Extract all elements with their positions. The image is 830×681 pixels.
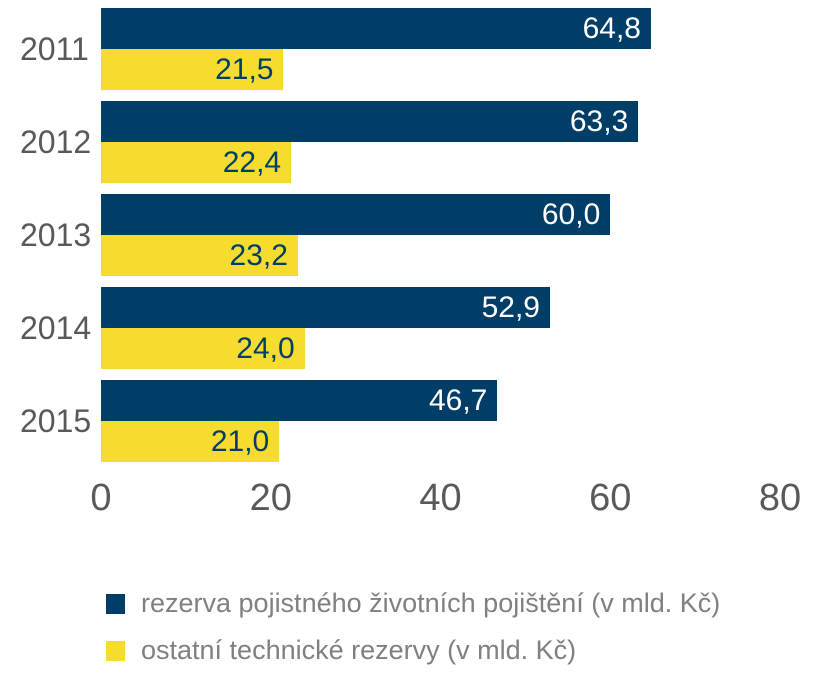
bar-value-label: 52,9 (481, 290, 540, 324)
legend-item-other-reserves: ostatní technické rezervy (v mld. Kč) (106, 635, 826, 666)
bar-group: 64,8 21,5 (101, 8, 780, 90)
legend-label-life-reserve: rezerva pojistného životních pojištění (… (141, 588, 721, 618)
bar-other-reserves: 23,2 (101, 235, 298, 276)
legend-item-life-reserve: rezerva pojistného životních pojištění (… (106, 588, 826, 619)
bar-life-reserve: 52,9 (101, 287, 550, 328)
bar-value-label: 64,8 (582, 11, 641, 45)
legend: rezerva pojistného životních pojištění (… (106, 588, 830, 666)
x-axis-tick-label: 20 (249, 477, 292, 519)
legend-swatch-life-reserve (106, 593, 125, 614)
bar-other-reserves: 21,0 (101, 421, 280, 462)
chart-row: 2012 63,3 22,4 (0, 101, 830, 183)
category-label: 2013 (20, 216, 92, 253)
category-label: 2015 (20, 402, 92, 439)
bar-life-reserve: 46,7 (101, 380, 498, 421)
bar-other-reserves: 21,5 (101, 49, 284, 90)
x-axis-tick-label: 0 (90, 477, 112, 519)
legend-swatch-other-reserves (106, 640, 125, 661)
bar-value-label: 22,4 (222, 145, 282, 179)
bar-value-label: 23,2 (229, 238, 288, 272)
category-label: 2014 (20, 309, 92, 346)
category-label: 2011 (20, 30, 89, 67)
bar-value-label: 24,0 (236, 331, 295, 365)
bar-life-reserve: 63,3 (101, 101, 639, 142)
chart-row: 2013 60,0 23,2 (0, 194, 830, 276)
x-axis-tick-label: 40 (419, 477, 462, 519)
x-axis: 0 20 40 60 80 (90, 477, 801, 526)
bar-group: 60,0 23,2 (101, 194, 780, 276)
x-axis-tick-label: 80 (758, 477, 802, 519)
bar-value-label: 46,7 (428, 383, 488, 417)
chart-row: 2011 64,8 21,5 (0, 8, 830, 90)
chart-rows: 2011 64,8 21,5 2012 63,3 22,4 2013 60,0 23,2 2014… (0, 8, 830, 462)
bar-other-reserves: 22,4 (101, 142, 292, 183)
chart-row: 2015 46,7 21,0 (0, 380, 830, 462)
category-label: 2012 (20, 123, 92, 160)
bar-value-label: 21,5 (215, 52, 274, 86)
chart-row: 2014 52,9 24,0 (0, 287, 830, 369)
bar-group: 63,3 22,4 (101, 101, 780, 183)
bar-value-label: 60,0 (541, 197, 601, 231)
bar-group: 52,9 24,0 (101, 287, 780, 369)
x-axis-tick-label: 60 (589, 477, 632, 519)
bar-life-reserve: 60,0 (101, 194, 611, 235)
bar-value-label: 21,0 (210, 424, 270, 458)
bar-value-label: 63,3 (569, 104, 629, 138)
bar-group: 46,7 21,0 (101, 380, 780, 462)
bar-other-reserves: 24,0 (101, 328, 305, 369)
bar-life-reserve: 64,8 (101, 8, 651, 49)
legend-label-other-reserves: ostatní technické rezervy (v mld. Kč) (141, 635, 577, 665)
